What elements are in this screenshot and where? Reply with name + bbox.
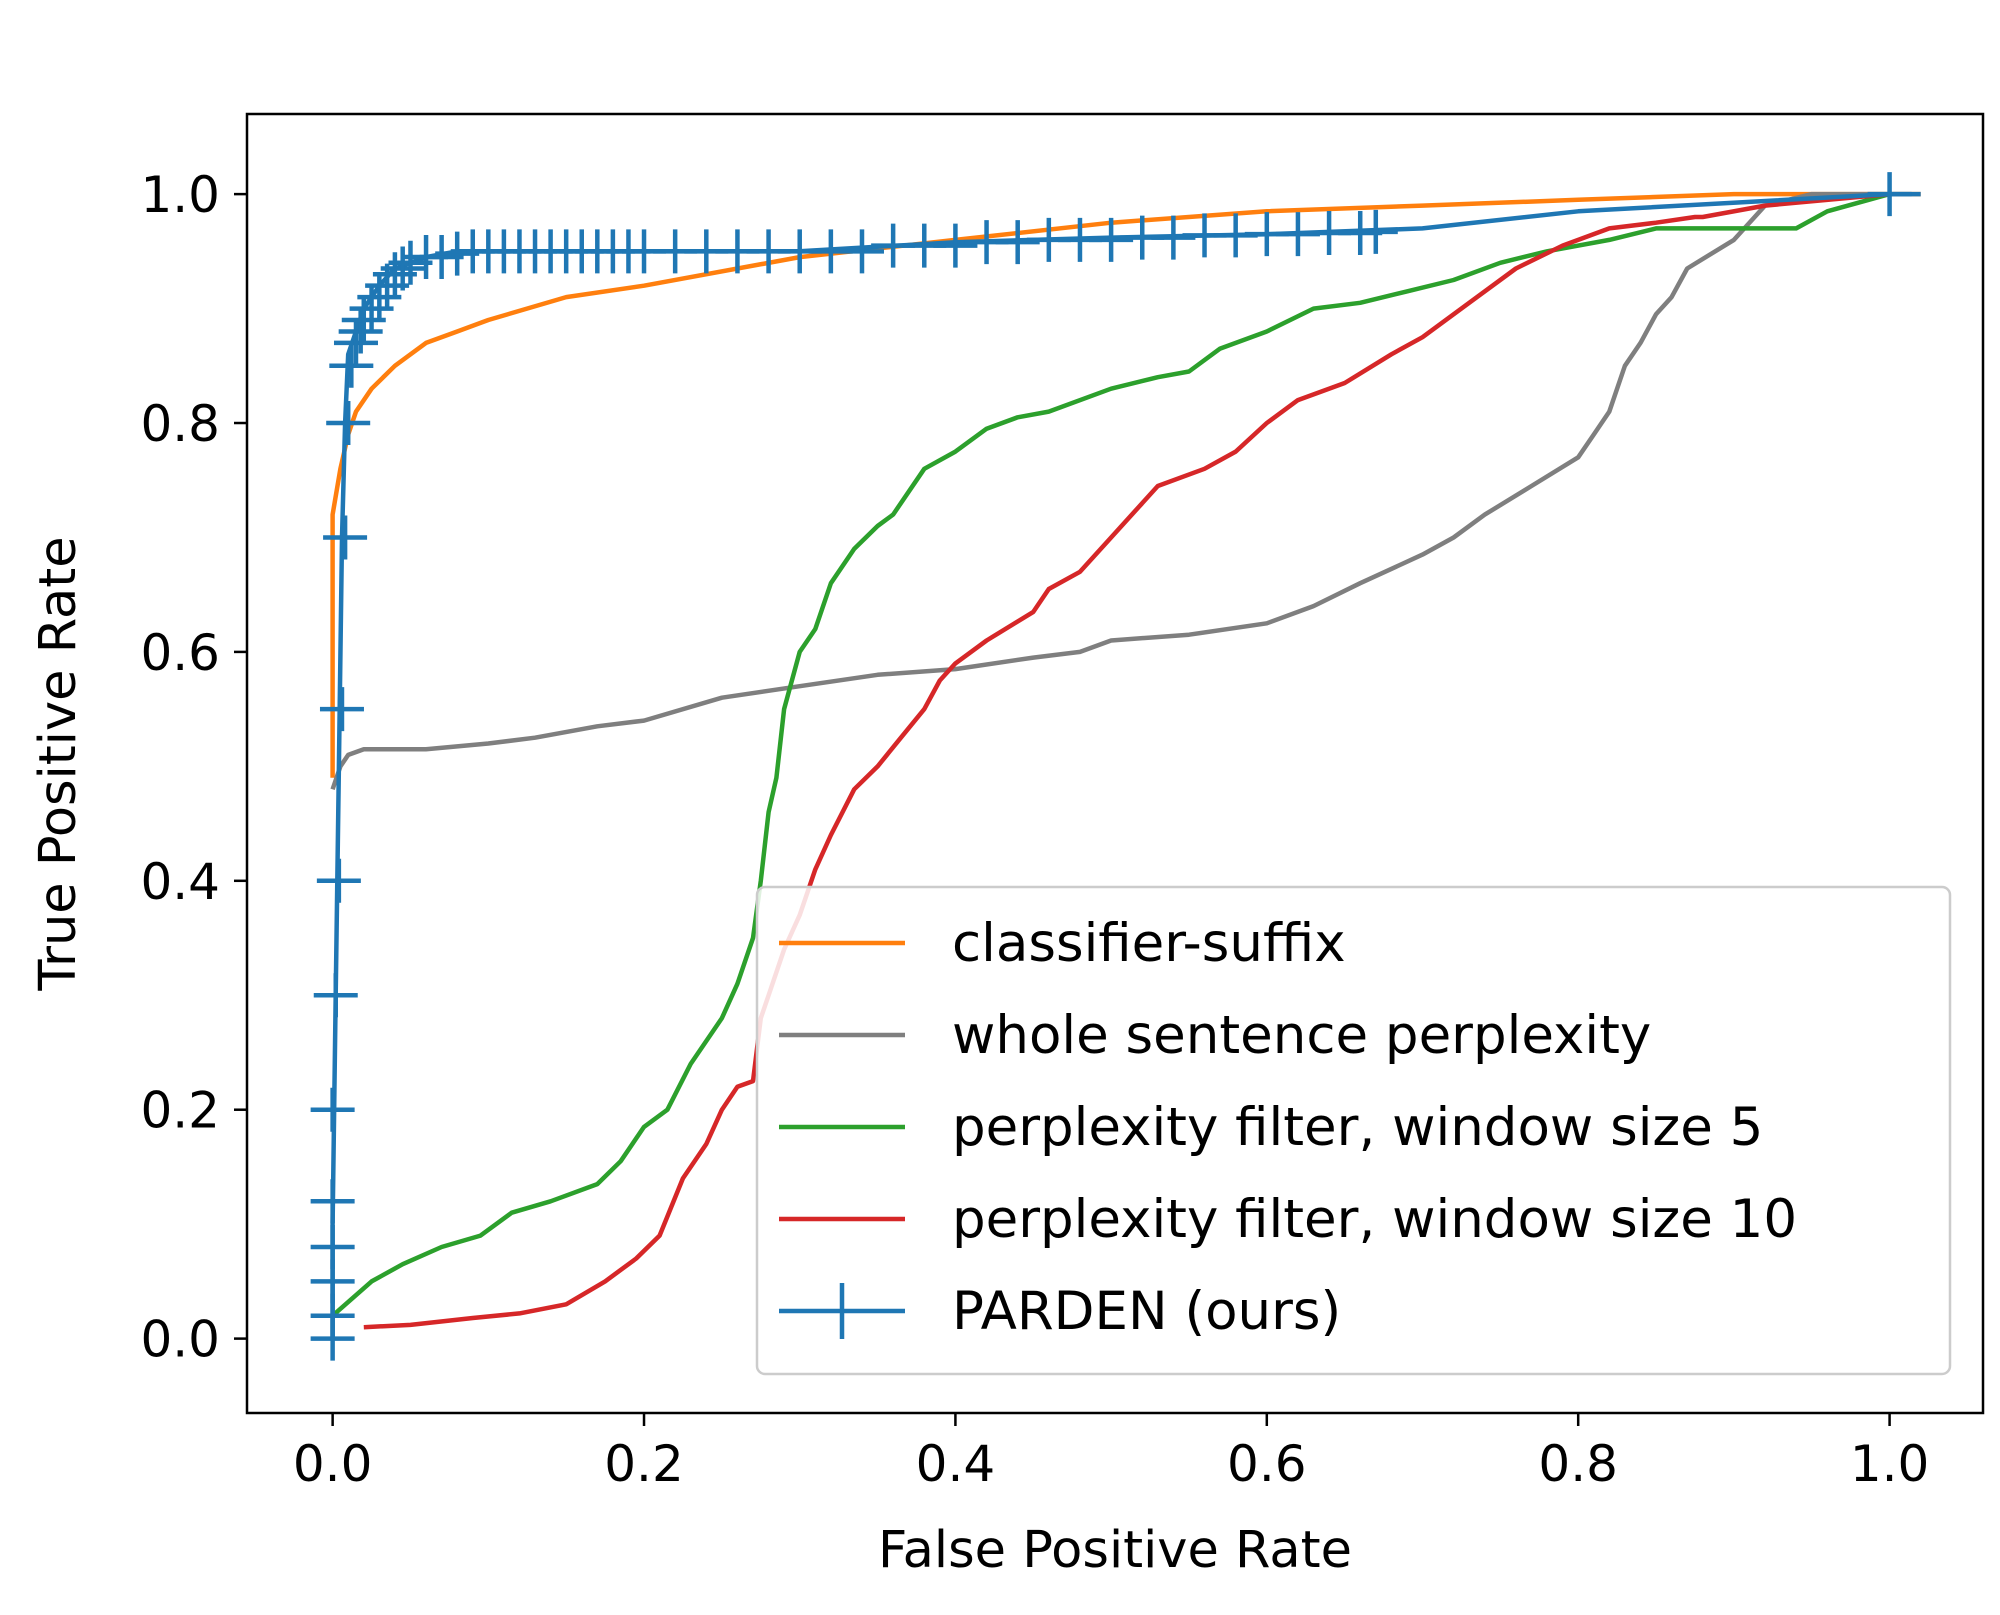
y-tick-label: 0.6 [140,624,220,682]
plot-area [310,172,1921,1361]
x-tick-label: 1.0 [1850,1435,1930,1493]
y-tick-label: 1.0 [140,166,220,224]
axes: 0.0 0.2 0.4 0.6 0.8 1.0 0.0 0.2 0.4 0.6 0.8 1.0 [140,112,1985,1493]
series-line-perplexity-filter-window-size-5 [331,191,1891,1318]
x-axis-label: False Positive Rate [878,1521,1352,1580]
x-tick-label: 0.6 [1227,1435,1307,1493]
legend-label-perplexity-filter-window-size-5: perplexity filter, window size 5 [952,1097,1763,1158]
series-line-whole-sentence-perplexity [330,191,1890,791]
y-tick-label: 0.4 [140,853,220,911]
x-tick-label: 0.0 [293,1435,373,1493]
series-line-perplexity-filter-window-size-10 [363,191,1890,1330]
y-tick-label: 0.8 [140,395,220,453]
legend-label-perplexity-filter-window-size-10: perplexity filter, window size 10 [952,1189,1797,1250]
legend: classifier-suffix whole sentence perplexi… [755,885,1952,1376]
legend-label-classifier-suffix: classifier-suffix [952,913,1346,974]
x-tick-label: 0.2 [604,1435,684,1493]
x-tick-label: 0.4 [916,1435,996,1493]
y-tick-label: 0.0 [140,1311,220,1369]
series-line-classifier-suffix [330,191,1921,778]
y-tick-label: 0.2 [140,1082,220,1140]
axes-frame [245,112,1985,1415]
y-axis-label: True Positive Rate [29,536,88,991]
legend-box [755,885,1952,1376]
x-tick-label: 0.8 [1538,1435,1618,1493]
legend-label-whole-sentence-perplexity: whole sentence perplexity [952,1005,1651,1066]
legend-label-parden-ours: PARDEN (ours) [952,1281,1341,1342]
